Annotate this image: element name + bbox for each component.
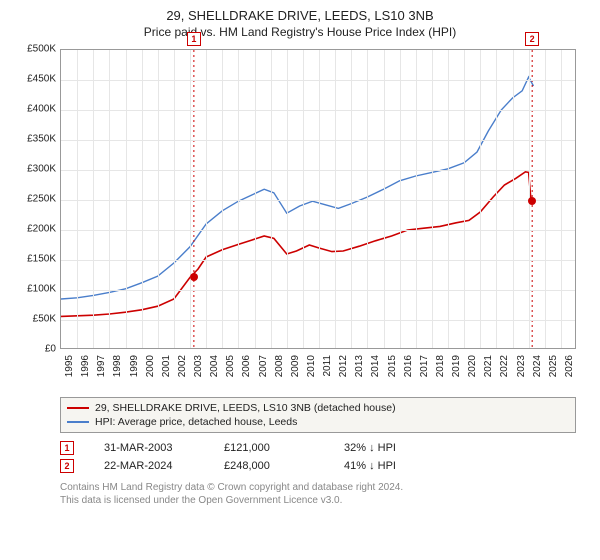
x-axis-label: 2024 — [532, 355, 543, 377]
marker-date: 31-MAR-2003 — [104, 442, 194, 454]
x-axis-label: 2004 — [209, 355, 220, 377]
legend: 29, SHELLDRAKE DRIVE, LEEDS, LS10 3NB (d… — [60, 397, 576, 433]
x-axis-label: 1997 — [96, 355, 107, 377]
x-axis-label: 2011 — [322, 355, 333, 377]
marker-badge: 2 — [525, 32, 539, 46]
x-axis-label: 2002 — [177, 355, 188, 377]
y-axis-label: £500K — [27, 44, 56, 55]
x-axis-label: 2005 — [225, 355, 236, 377]
x-axis-label: 2009 — [290, 355, 301, 377]
footer-line-1: Contains HM Land Registry data © Crown c… — [60, 481, 584, 494]
x-axis-label: 1995 — [64, 355, 75, 377]
page-title: 29, SHELLDRAKE DRIVE, LEEDS, LS10 3NB — [16, 8, 584, 23]
x-axis-label: 2015 — [387, 355, 398, 377]
x-axis-label: 2023 — [516, 355, 527, 377]
marker-price: £121,000 — [224, 442, 314, 454]
marker-delta: 41% ↓ HPI — [344, 460, 434, 472]
legend-swatch — [67, 407, 89, 409]
marker-price: £248,000 — [224, 460, 314, 472]
x-axis-label: 2014 — [370, 355, 381, 377]
legend-swatch — [67, 421, 89, 423]
x-axis-label: 2025 — [548, 355, 559, 377]
y-axis-label: £350K — [27, 134, 56, 145]
x-axis-label: 2026 — [564, 355, 575, 377]
y-axis-label: £400K — [27, 104, 56, 115]
marker-table-row: 2 22-MAR-2024 £248,000 41% ↓ HPI — [60, 457, 576, 475]
x-axis-label: 2003 — [193, 355, 204, 377]
marker-badge: 1 — [187, 32, 201, 46]
y-axis-label: £200K — [27, 224, 56, 235]
x-axis-label: 2000 — [145, 355, 156, 377]
x-axis-label: 1996 — [80, 355, 91, 377]
below-chart: 29, SHELLDRAKE DRIVE, LEEDS, LS10 3NB (d… — [16, 397, 584, 507]
y-axis-label: £0 — [45, 344, 56, 355]
x-axis-label: 2020 — [467, 355, 478, 377]
x-axis-label: 2022 — [499, 355, 510, 377]
x-axis-label: 2001 — [161, 355, 172, 377]
footer: Contains HM Land Registry data © Crown c… — [60, 481, 584, 507]
y-axis-label: £250K — [27, 194, 56, 205]
y-axis-label: £150K — [27, 254, 56, 265]
x-axis-label: 2016 — [403, 355, 414, 377]
marker-date: 22-MAR-2024 — [104, 460, 194, 472]
x-axis-label: 2013 — [354, 355, 365, 377]
page-subtitle: Price paid vs. HM Land Registry's House … — [16, 25, 584, 39]
chart-area: 12 £0 £50K £100K £150K £200K £250K £300K £350K £… — [16, 45, 584, 395]
plot-area: 12 — [60, 49, 576, 349]
x-axis-label: 1999 — [129, 355, 140, 377]
x-axis-label: 1998 — [112, 355, 123, 377]
chart-container: 29, SHELLDRAKE DRIVE, LEEDS, LS10 3NB Pr… — [0, 0, 600, 560]
y-axis-label: £100K — [27, 284, 56, 295]
x-axis-label: 2021 — [483, 355, 494, 377]
x-axis-label: 2017 — [419, 355, 430, 377]
x-axis-label: 2010 — [306, 355, 317, 377]
x-axis-label: 2008 — [274, 355, 285, 377]
y-axis-label: £450K — [27, 74, 56, 85]
legend-row: 29, SHELLDRAKE DRIVE, LEEDS, LS10 3NB (d… — [67, 401, 569, 415]
legend-label: 29, SHELLDRAKE DRIVE, LEEDS, LS10 3NB (d… — [95, 402, 396, 414]
x-axis-label: 2019 — [451, 355, 462, 377]
legend-label: HPI: Average price, detached house, Leed… — [95, 416, 297, 428]
marker-delta: 32% ↓ HPI — [344, 442, 434, 454]
marker-table: 1 31-MAR-2003 £121,000 32% ↓ HPI 2 22-MAR-202… — [60, 439, 576, 475]
marker-table-badge: 1 — [60, 441, 74, 455]
legend-row: HPI: Average price, detached house, Leed… — [67, 415, 569, 429]
x-axis-label: 2018 — [435, 355, 446, 377]
x-axis-label: 2006 — [241, 355, 252, 377]
y-axis-label: £50K — [33, 314, 56, 325]
footer-line-2: This data is licensed under the Open Gov… — [60, 494, 584, 507]
x-axis-label: 2007 — [258, 355, 269, 377]
x-axis-label: 2012 — [338, 355, 349, 377]
chart-lines — [61, 50, 575, 348]
series-price_paid — [61, 172, 531, 317]
marker-table-row: 1 31-MAR-2003 £121,000 32% ↓ HPI — [60, 439, 576, 457]
marker-table-badge: 2 — [60, 459, 74, 473]
y-axis-label: £300K — [27, 164, 56, 175]
